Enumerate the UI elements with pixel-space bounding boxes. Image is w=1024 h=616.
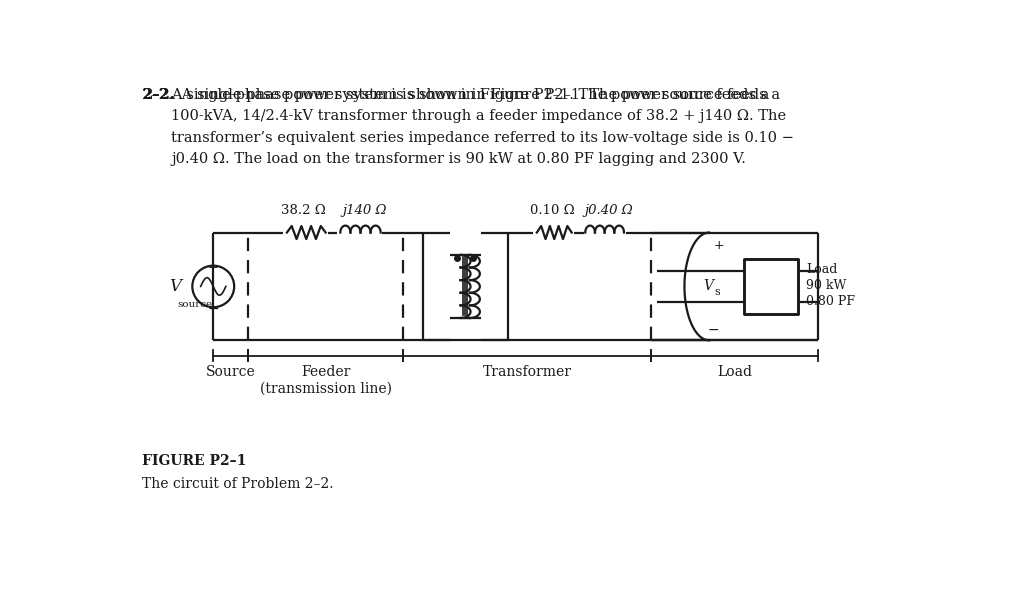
Text: Load: Load bbox=[717, 365, 752, 379]
Text: 100-kVA, 14/2.4-kV transformer through a feeder impedance of 38.2 + j140 Ω. The: 100-kVA, 14/2.4-kV transformer through a… bbox=[171, 109, 786, 123]
Text: 0.80 PF: 0.80 PF bbox=[806, 295, 855, 309]
Text: −: − bbox=[708, 323, 719, 336]
Text: V: V bbox=[703, 280, 714, 293]
Text: Transformer: Transformer bbox=[482, 365, 571, 379]
Text: (transmission line): (transmission line) bbox=[260, 382, 391, 396]
Text: −: − bbox=[208, 301, 219, 315]
Text: 2–2.: 2–2. bbox=[142, 87, 175, 102]
Text: Load: Load bbox=[806, 263, 838, 276]
Text: source: source bbox=[177, 300, 212, 309]
Text: FIGURE P2–1: FIGURE P2–1 bbox=[142, 455, 247, 468]
Text: j0.40 Ω. The load on the transformer is 90 kW at 0.80 PF lagging and 2300 V.: j0.40 Ω. The load on the transformer is … bbox=[171, 152, 746, 166]
Text: s: s bbox=[714, 287, 720, 297]
Text: Feeder: Feeder bbox=[301, 365, 350, 379]
Text: Source: Source bbox=[206, 365, 256, 379]
Text: j0.40 Ω: j0.40 Ω bbox=[585, 204, 634, 217]
Text: 38.2 Ω: 38.2 Ω bbox=[281, 204, 326, 217]
Text: j140 Ω: j140 Ω bbox=[343, 204, 387, 217]
Text: 2–2.: 2–2. bbox=[142, 87, 175, 102]
Text: 0.10 Ω: 0.10 Ω bbox=[530, 204, 575, 217]
Text: +: + bbox=[714, 239, 724, 252]
Text: 2–2.  A single-phase power system is shown in Figure P2–1. The power source feed: 2–2. A single-phase power system is show… bbox=[142, 87, 780, 102]
Text: V: V bbox=[169, 278, 180, 295]
Text: 90 kW: 90 kW bbox=[806, 279, 847, 292]
Text: transformer’s equivalent series impedance referred to its low-voltage side is 0.: transformer’s equivalent series impedanc… bbox=[171, 131, 795, 145]
Text: The circuit of Problem 2–2.: The circuit of Problem 2–2. bbox=[142, 477, 334, 492]
Bar bbox=[744, 259, 799, 314]
Text: A single-phase power system is shown in Figure P2–1. The power source feeds a: A single-phase power system is shown in … bbox=[171, 87, 770, 102]
Text: +: + bbox=[208, 261, 218, 274]
